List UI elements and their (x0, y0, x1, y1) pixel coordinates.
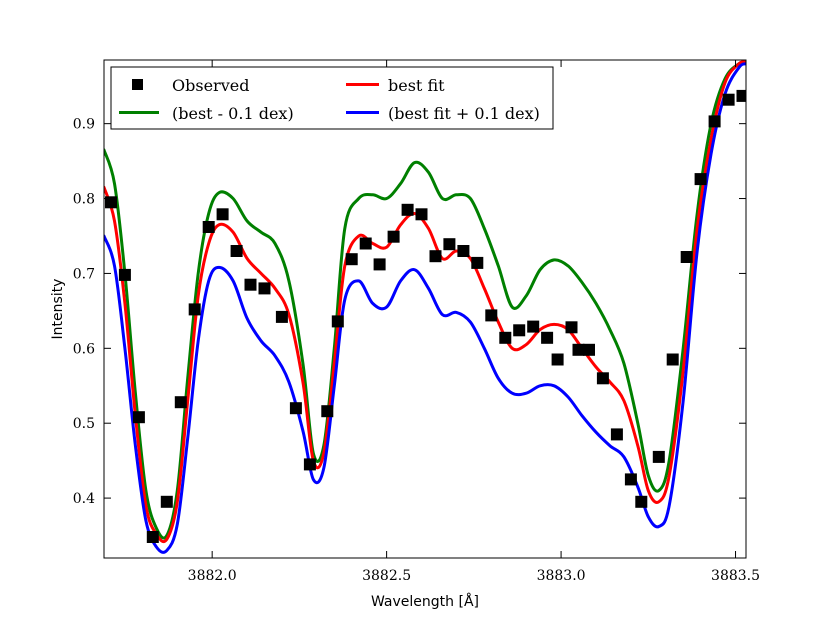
series-line-2 (104, 60, 746, 544)
observed-point (289, 402, 302, 415)
observed-point (359, 237, 372, 250)
observed-point (666, 353, 679, 366)
legend: Observed best fit (best - 0.1 dex) (best… (110, 66, 554, 130)
x-tick-label: 3883.0 (537, 568, 586, 584)
observed-point (258, 282, 271, 295)
series-line-3 (104, 62, 746, 554)
observed-point (471, 256, 484, 269)
observed-point (373, 258, 386, 271)
observed-point (527, 320, 540, 333)
observed-point (694, 173, 707, 186)
observed-point (572, 343, 585, 356)
legend-label-best-fit: best fit (388, 76, 445, 95)
legend-label-observed: Observed (172, 76, 249, 95)
y-axis-label: Intensity (50, 279, 66, 340)
observed-point (105, 196, 117, 209)
y-tick-label: 0.8 (73, 192, 95, 208)
observed-point (708, 115, 721, 128)
observed-point (146, 531, 159, 543)
observed-point (583, 343, 595, 356)
observed-point (387, 230, 400, 243)
legend-label-minus: (best - 0.1 dex) (172, 104, 294, 123)
y-tick-label: 0.4 (73, 491, 95, 507)
observed-point (160, 495, 173, 508)
observed-point (216, 208, 229, 221)
observed-point (230, 245, 243, 257)
observed-point (415, 208, 428, 221)
observed-point (610, 428, 623, 441)
observed-point (596, 372, 609, 385)
legend-box (110, 66, 554, 130)
observed-point (624, 473, 637, 486)
observed-point (736, 89, 746, 102)
axis-ticks: 3882.0 3882.5 3883.0 3883.5 0.4 0.5 0.6 0.7 0.8 0… (73, 60, 760, 584)
observed-point (118, 268, 131, 281)
y-tick-label: 0.5 (73, 416, 95, 432)
observed-point (485, 309, 498, 322)
observed-point (188, 303, 201, 316)
observed-point (202, 221, 215, 233)
observed-point (680, 251, 693, 263)
observed-point (345, 253, 358, 266)
legend-marker-observed (132, 79, 143, 90)
x-axis-label: Wavelength [Å] (371, 593, 479, 610)
x-tick-label: 3882.5 (362, 568, 411, 584)
observed-point (132, 411, 145, 424)
plot-markers (105, 89, 746, 543)
observed-point (321, 405, 334, 418)
x-tick-label: 3883.5 (711, 568, 760, 584)
y-tick-label: 0.9 (73, 117, 95, 133)
observed-point (499, 331, 512, 344)
observed-point (443, 238, 456, 251)
observed-point (551, 353, 564, 366)
observed-point (565, 321, 578, 334)
observed-point (429, 250, 442, 263)
observed-point (541, 331, 554, 344)
plot-lines (104, 60, 746, 554)
x-tick-label: 3882.0 (188, 568, 237, 584)
observed-point (174, 396, 187, 409)
plot-frame (103, 59, 747, 559)
observed-point (401, 203, 414, 216)
observed-point (513, 324, 526, 337)
y-tick-label: 0.6 (73, 341, 95, 357)
observed-point (652, 450, 665, 463)
observed-point (244, 278, 257, 291)
observed-point (722, 93, 735, 106)
observed-point (331, 315, 344, 328)
series-line-1 (104, 60, 746, 540)
observed-point (303, 458, 316, 471)
observed-point (457, 245, 470, 257)
y-tick-label: 0.7 (73, 266, 95, 282)
legend-label-plus: (best fit + 0.1 dex) (388, 104, 540, 123)
observed-point (635, 495, 648, 508)
observed-point (275, 310, 288, 323)
